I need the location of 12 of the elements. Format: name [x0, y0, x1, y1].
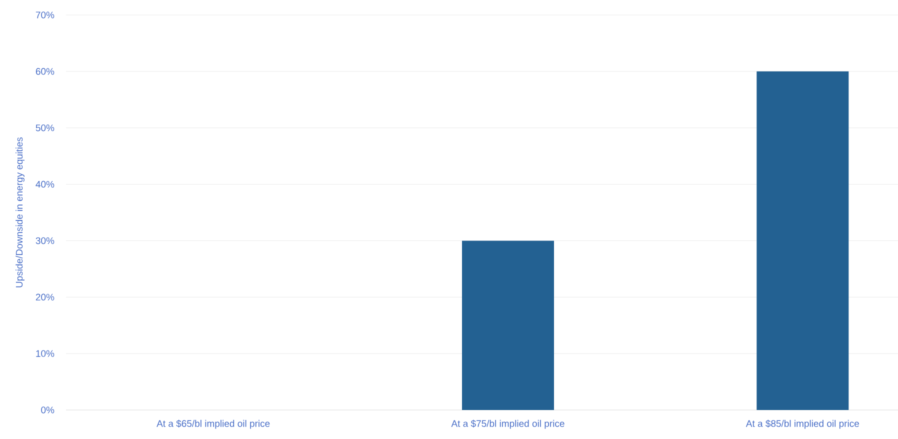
y-tick-label: 30%	[36, 237, 54, 244]
y-tick-label: 60%	[36, 68, 54, 75]
x-tick-label: At a $75/bl implied oil price	[451, 420, 564, 429]
y-tick-label: 50%	[36, 124, 54, 132]
y-axis-title: Upside/Downside in energy equities	[16, 137, 24, 288]
y-tick-label: 10%	[36, 350, 54, 357]
x-tick-label: At a $85/bl implied oil price	[746, 420, 859, 429]
y-tick-label: 70%	[36, 12, 54, 18]
y-tick-label: 0%	[41, 406, 54, 414]
y-tick-label: 40%	[36, 180, 54, 188]
y-tick-label: 20%	[36, 294, 54, 300]
x-tick-label: At a $65/bl implied oil price	[156, 420, 270, 429]
